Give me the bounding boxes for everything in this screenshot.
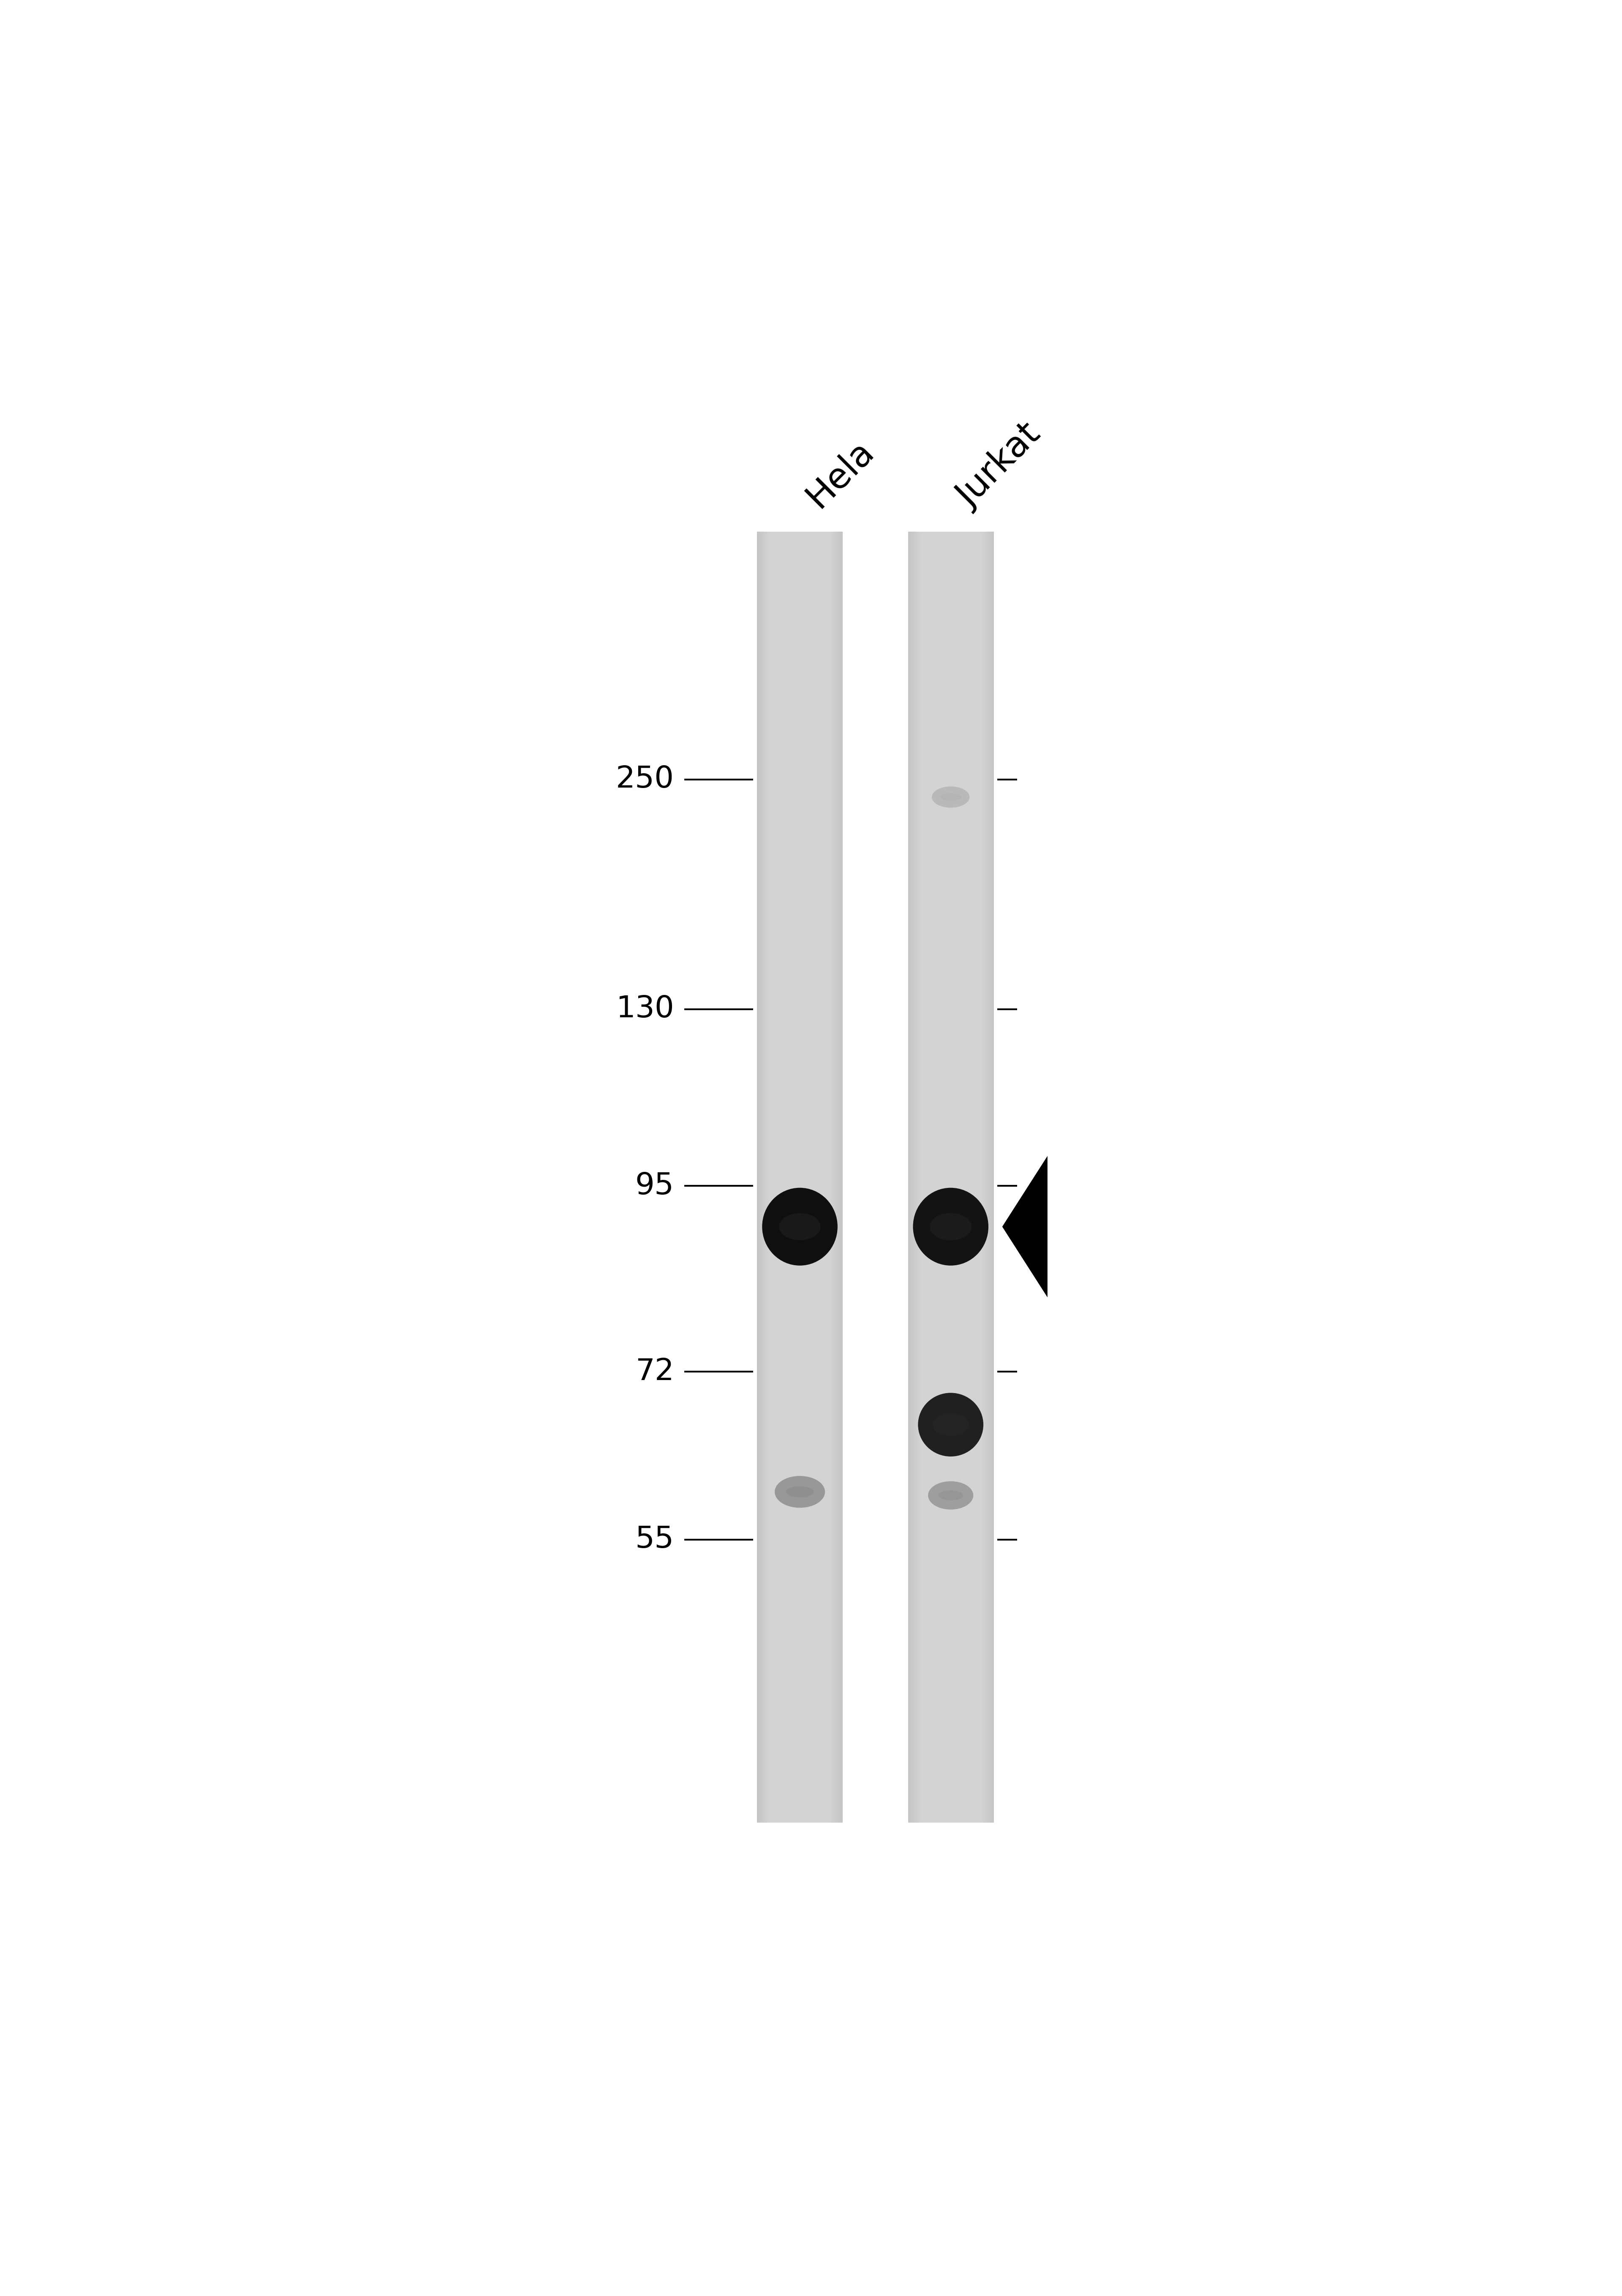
Ellipse shape: [938, 1490, 963, 1499]
Text: 250: 250: [616, 765, 675, 794]
Text: 95: 95: [636, 1171, 675, 1201]
Text: Hela: Hela: [800, 434, 881, 514]
Text: 130: 130: [616, 994, 675, 1024]
Ellipse shape: [933, 788, 970, 808]
Bar: [757, 533, 842, 1823]
Text: 55: 55: [636, 1525, 675, 1554]
Ellipse shape: [762, 1187, 837, 1265]
Ellipse shape: [787, 1486, 814, 1497]
Text: 72: 72: [636, 1357, 675, 1387]
Polygon shape: [1002, 1155, 1048, 1297]
Text: Jurkat: Jurkat: [950, 418, 1048, 514]
Ellipse shape: [933, 1414, 968, 1435]
Ellipse shape: [929, 1212, 972, 1240]
Ellipse shape: [918, 1394, 983, 1456]
Ellipse shape: [913, 1187, 988, 1265]
Bar: [908, 533, 993, 1823]
Ellipse shape: [928, 1481, 973, 1508]
Ellipse shape: [775, 1476, 826, 1508]
Ellipse shape: [779, 1212, 821, 1240]
